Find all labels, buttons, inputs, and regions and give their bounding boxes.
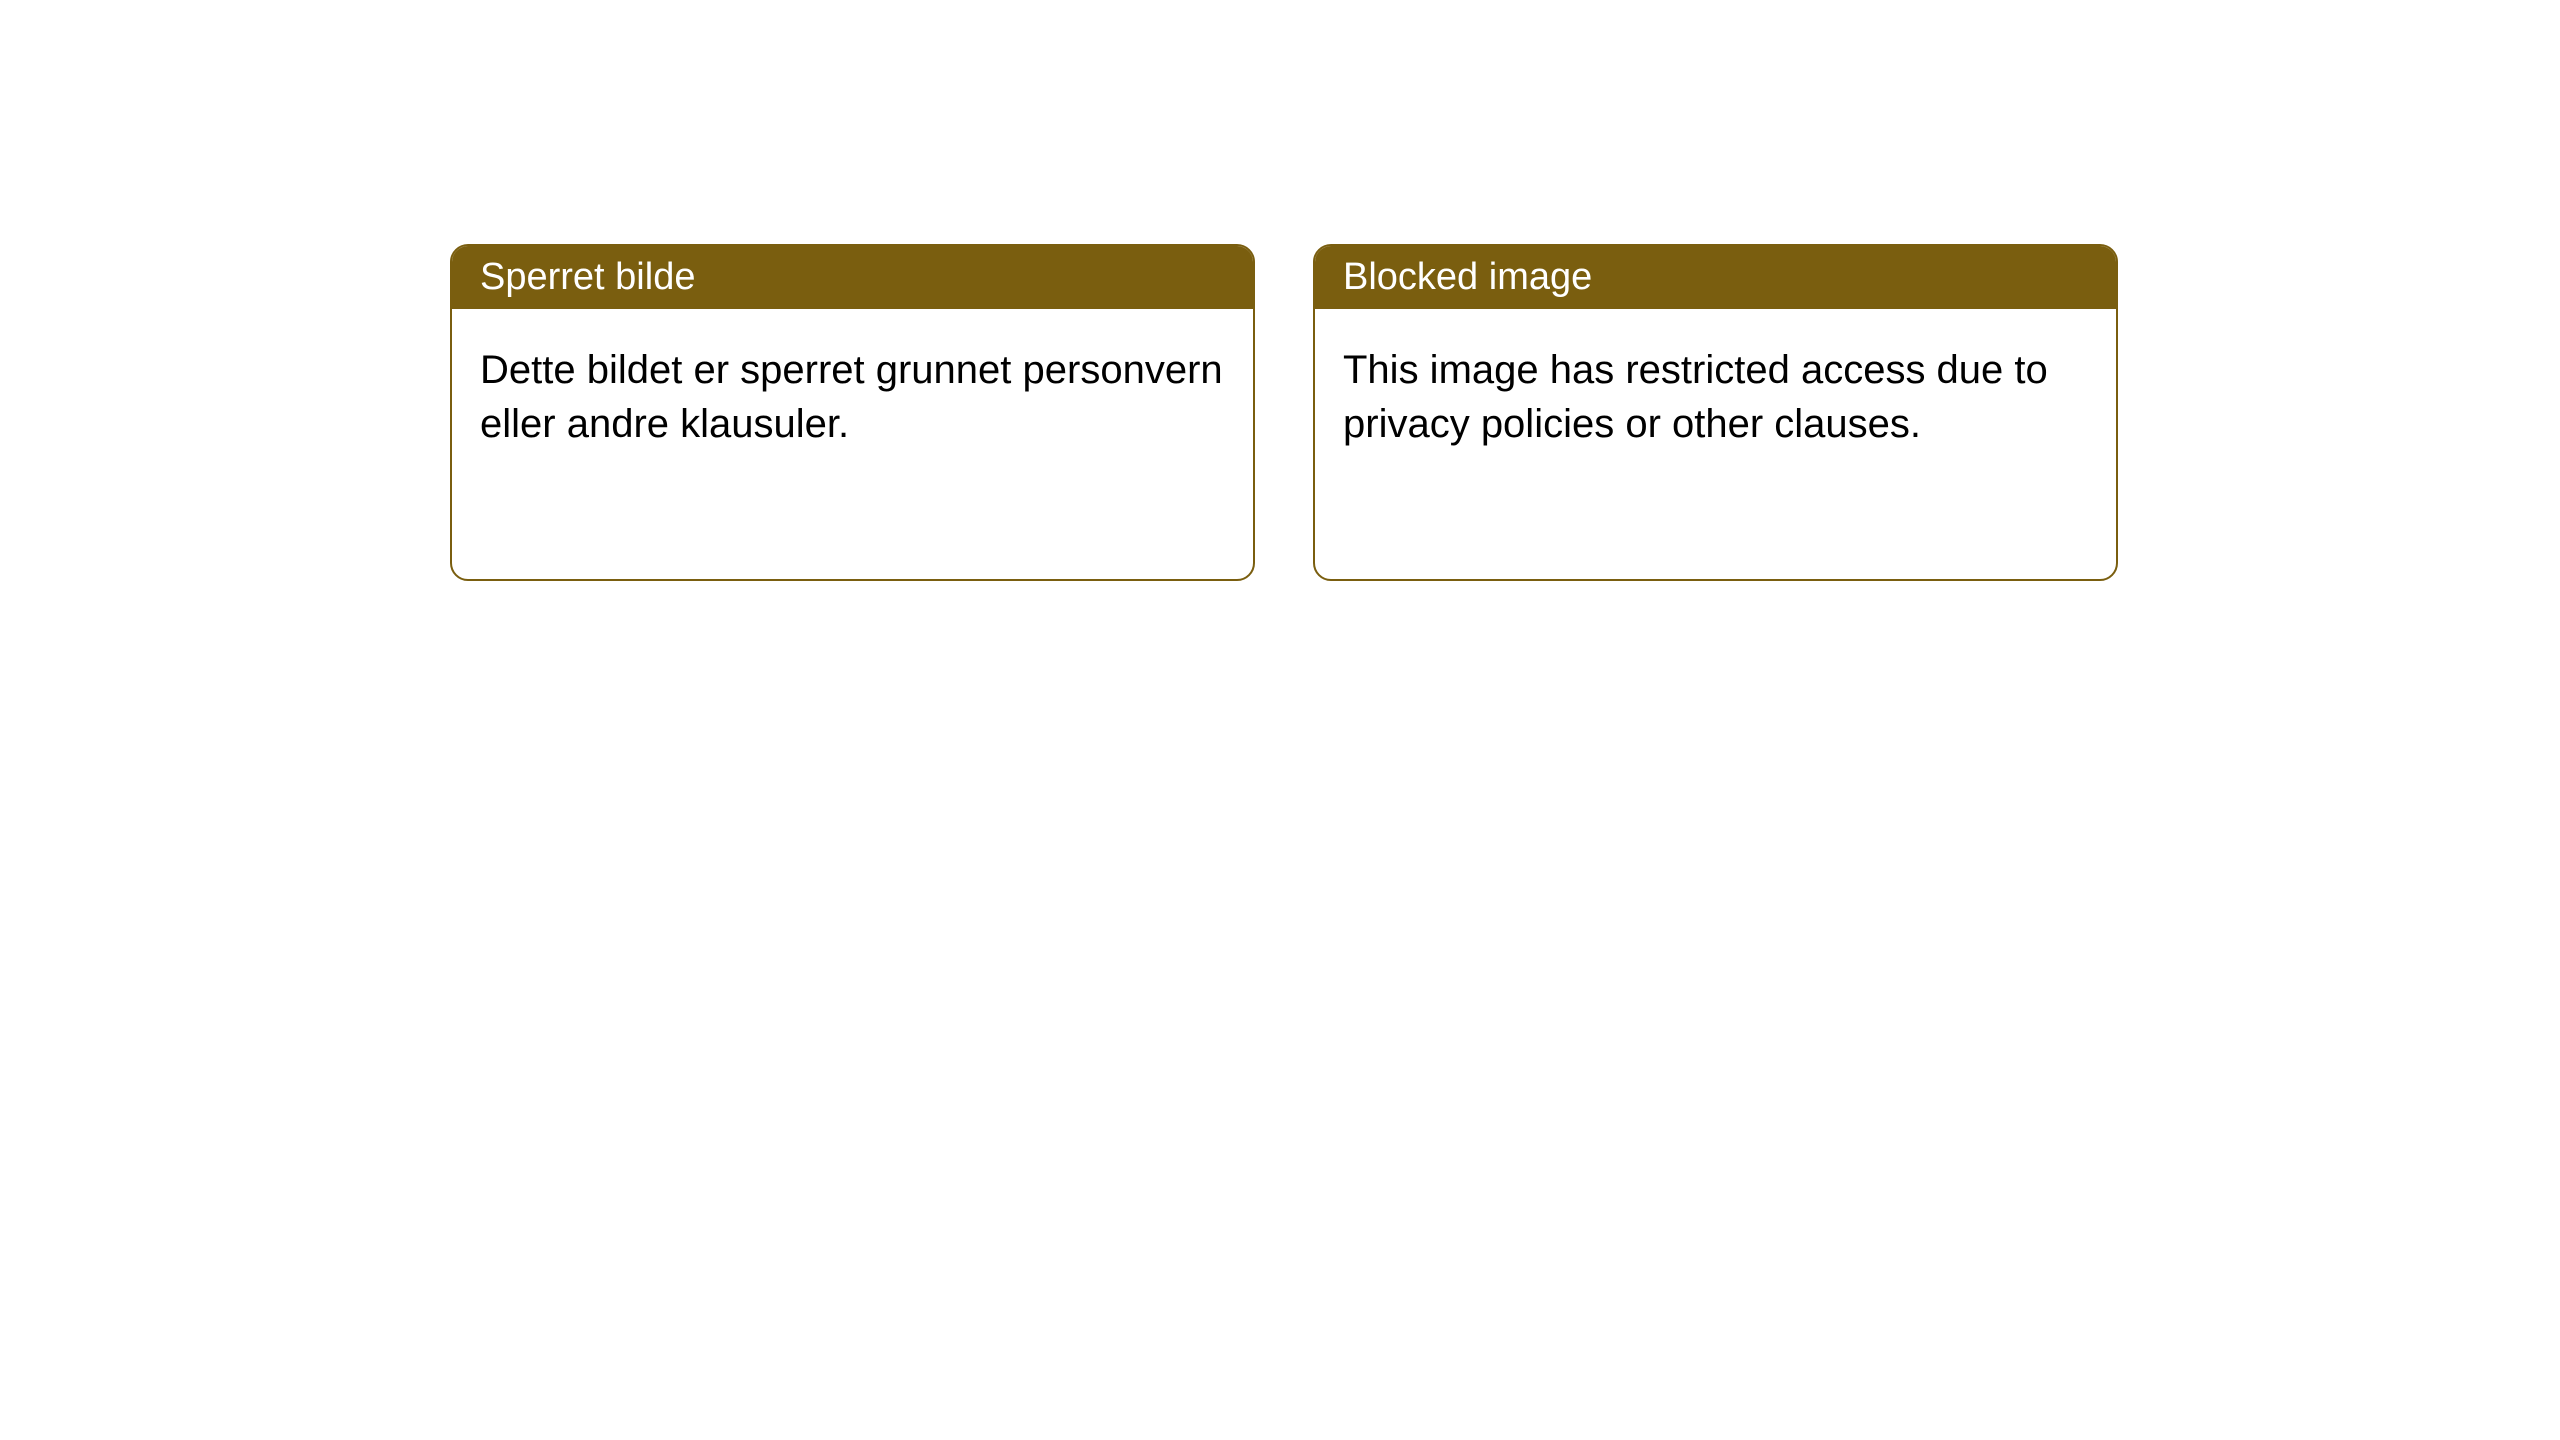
notice-body: Dette bildet er sperret grunnet personve…	[452, 309, 1253, 485]
notice-title: Sperret bilde	[480, 256, 695, 298]
notice-body-text: Dette bildet er sperret grunnet personve…	[480, 348, 1223, 446]
notice-header: Sperret bilde	[452, 246, 1253, 309]
notice-container: Sperret bilde Dette bildet er sperret gr…	[0, 0, 2560, 581]
notice-body: This image has restricted access due to …	[1315, 309, 2116, 485]
notice-body-text: This image has restricted access due to …	[1343, 348, 2048, 446]
notice-header: Blocked image	[1315, 246, 2116, 309]
notice-card-english: Blocked image This image has restricted …	[1313, 244, 2118, 581]
notice-card-norwegian: Sperret bilde Dette bildet er sperret gr…	[450, 244, 1255, 581]
notice-title: Blocked image	[1343, 256, 1592, 298]
